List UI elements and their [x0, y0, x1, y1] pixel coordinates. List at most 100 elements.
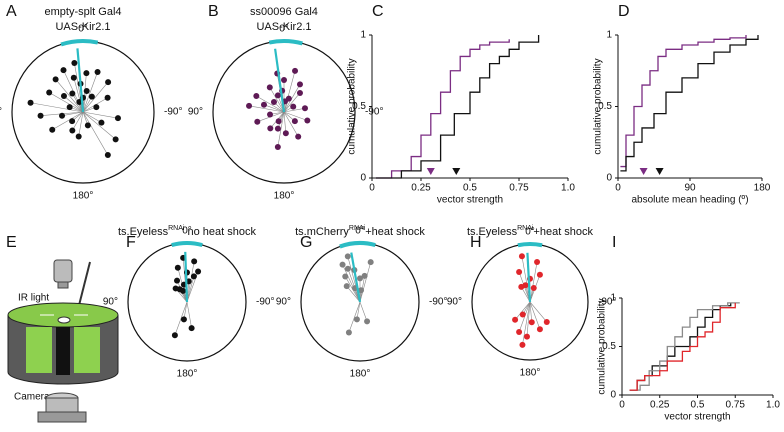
- data-point: [304, 117, 311, 124]
- data-point: [281, 77, 287, 84]
- point-ray: [49, 92, 84, 113]
- data-point: [253, 93, 260, 100]
- angle-tick-label: 90°: [276, 297, 291, 308]
- point-ray: [283, 111, 287, 134]
- angle-tick-label: -90°: [164, 107, 182, 118]
- x-tick-label: 180: [754, 183, 771, 194]
- panel-title: empty-splt Gal4: [44, 6, 121, 18]
- data-point: [66, 104, 73, 111]
- point-ray: [82, 111, 102, 123]
- data-point: [93, 104, 100, 111]
- data-point: [290, 103, 297, 110]
- point-ray: [52, 111, 84, 131]
- data-point: [246, 102, 253, 109]
- data-point: [301, 105, 308, 112]
- point-ray: [186, 276, 195, 303]
- point-ray: [72, 111, 84, 131]
- title-sup: RNAi: [168, 225, 185, 232]
- panel-label: I: [612, 234, 616, 251]
- data-point: [519, 311, 526, 318]
- point-ray: [514, 301, 531, 320]
- data-point: [274, 92, 281, 99]
- mean-vector: [76, 48, 85, 113]
- point-ray: [529, 261, 538, 303]
- data-point: [174, 277, 181, 284]
- data-point: [191, 258, 198, 265]
- data-point: [172, 285, 179, 292]
- angle-tick-label: 180°: [73, 191, 94, 202]
- y-tick-label: 0: [360, 173, 366, 184]
- data-point: [270, 98, 277, 105]
- angle-tick-label: 90°: [447, 297, 462, 308]
- data-point: [518, 253, 525, 260]
- angle-tick-label: 180°: [177, 369, 198, 380]
- data-point: [105, 79, 112, 86]
- x-tick-label: 0: [619, 400, 625, 411]
- camera: [45, 397, 79, 413]
- data-point: [534, 259, 541, 266]
- point-ray: [186, 301, 192, 329]
- data-point: [296, 81, 303, 88]
- data-point: [94, 68, 101, 75]
- data-point: [295, 133, 302, 140]
- data-point: [292, 67, 299, 74]
- panel-label: C: [372, 3, 384, 20]
- data-point: [98, 119, 105, 126]
- point-ray: [263, 104, 285, 113]
- data-point: [536, 271, 543, 278]
- data-point: [188, 325, 195, 332]
- x-tick-label: 0: [369, 183, 375, 194]
- point-ray: [348, 301, 361, 333]
- point-ray: [283, 70, 296, 113]
- x-tick-label: 1.0: [561, 183, 575, 194]
- point-ray: [30, 102, 84, 113]
- data-point: [267, 125, 274, 132]
- data-point: [49, 126, 56, 133]
- data-point: [357, 275, 363, 282]
- point-ray: [529, 301, 541, 330]
- y-tick-label: 0.5: [602, 341, 616, 352]
- title-part: ts.Eyeless: [467, 226, 518, 238]
- angle-tick-label: 90°: [103, 297, 118, 308]
- data-point: [70, 74, 77, 81]
- mean-arc: [171, 241, 203, 247]
- data-point: [367, 259, 374, 266]
- mean-arc: [268, 39, 303, 46]
- data-point: [522, 282, 529, 289]
- x-tick-label: 0.25: [411, 183, 431, 194]
- panel-label: E: [6, 234, 17, 251]
- data-point: [88, 93, 95, 100]
- arena-panel: [26, 327, 52, 373]
- data-point: [75, 133, 82, 140]
- point-ray: [526, 301, 531, 337]
- point-ray: [359, 301, 368, 322]
- fly: [57, 316, 71, 324]
- y-axis-label: cumulative probability: [347, 58, 358, 154]
- data-point: [104, 94, 111, 101]
- point-ray: [82, 111, 119, 119]
- y-tick-label: 0: [610, 390, 616, 401]
- camera: [37, 411, 87, 423]
- data-point: [282, 130, 289, 137]
- data-point: [516, 269, 523, 276]
- ecdf-line: [629, 302, 740, 391]
- data-point: [266, 84, 273, 91]
- data-point: [254, 118, 261, 125]
- y-axis-label: cumulative probability: [593, 58, 604, 154]
- data-point: [274, 125, 281, 132]
- data-point: [37, 112, 44, 119]
- data-point: [530, 284, 537, 291]
- panel-label: H: [470, 234, 482, 251]
- data-point: [345, 329, 352, 336]
- data-point: [528, 319, 535, 326]
- x-tick-label: 0: [615, 183, 621, 194]
- data-point: [512, 316, 519, 323]
- data-point: [46, 89, 53, 96]
- data-point: [353, 316, 360, 323]
- angle-tick-label: 0°: [78, 24, 88, 35]
- data-point: [260, 101, 267, 108]
- x-tick-label: 90: [684, 183, 696, 194]
- data-point: [536, 326, 543, 333]
- data-point: [69, 90, 76, 97]
